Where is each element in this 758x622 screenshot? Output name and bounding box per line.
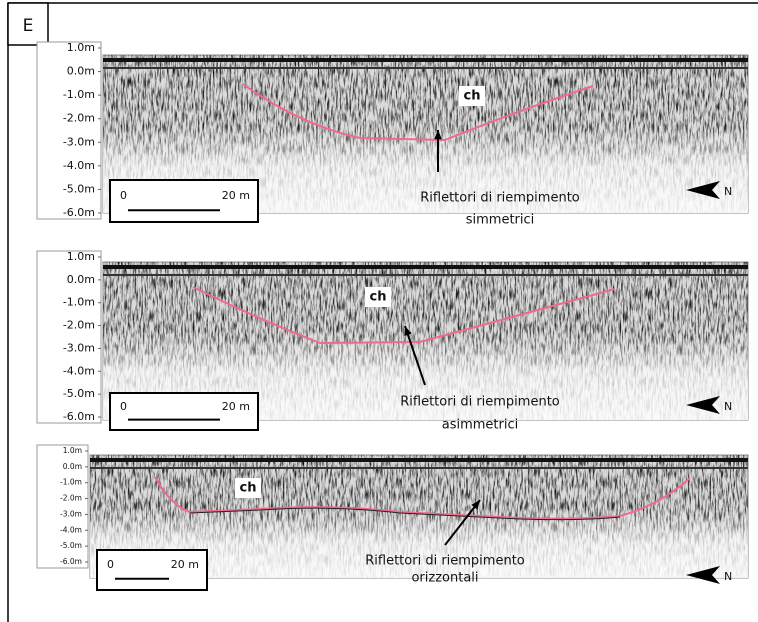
ch-box xyxy=(459,86,485,106)
north-label: N xyxy=(724,400,732,413)
depth-label: -4.0m xyxy=(63,159,95,172)
depth-label: 1.0m xyxy=(67,250,95,263)
depth-label: 1.0m xyxy=(63,446,82,455)
north-arrow xyxy=(686,181,720,199)
depth-label: -6.0m xyxy=(63,410,95,423)
depth-label: -1.0m xyxy=(63,88,95,101)
depth-label: -4.0m xyxy=(60,525,82,534)
channel-outline xyxy=(154,476,691,520)
annotation: Riflettori di riempimento xyxy=(365,554,525,569)
arrow-head xyxy=(434,130,442,140)
surface-band xyxy=(103,58,748,62)
channel-outline xyxy=(192,286,616,345)
depth-label: -5.0m xyxy=(60,541,82,550)
scale-end: 20 m xyxy=(222,400,250,413)
north-arrow xyxy=(686,566,720,584)
annotation: asimmetrici xyxy=(442,418,519,433)
scale-end: 20 m xyxy=(222,189,250,202)
depth-label: 1.0m xyxy=(67,41,95,54)
arrow-shaft xyxy=(404,325,426,386)
depth-label: -5.0m xyxy=(63,387,95,400)
surface-band xyxy=(90,467,748,469)
annotation: orizzontali xyxy=(411,571,478,586)
channel-outline xyxy=(242,83,594,142)
scale-start: 0 xyxy=(120,189,127,202)
arrow-shaft xyxy=(444,499,481,546)
scale-box xyxy=(96,549,208,591)
axis-box xyxy=(36,444,89,569)
ch-box xyxy=(365,287,391,307)
depth-label: -3.0m xyxy=(63,135,95,148)
north-label: N xyxy=(724,185,732,198)
scale-end: 20 m xyxy=(171,558,199,571)
depth-label: -6.0m xyxy=(60,557,82,566)
channel-label: ch xyxy=(370,290,387,305)
depth-label: -5.0m xyxy=(63,182,95,195)
channel-label: ch xyxy=(464,89,481,104)
depth-label: 0.0m xyxy=(67,65,95,78)
axis-box xyxy=(36,250,102,424)
depth-label: -2.0m xyxy=(60,494,82,503)
scale-box xyxy=(109,179,259,223)
surface-band xyxy=(103,265,748,269)
depth-label: -6.0m xyxy=(63,206,95,219)
north-label: N xyxy=(724,570,732,583)
depth-label: -2.0m xyxy=(63,319,95,332)
north-arrow xyxy=(686,396,720,414)
scale-start: 0 xyxy=(107,558,114,571)
annotation: Riflettori di riempimento xyxy=(420,191,580,206)
surface-band xyxy=(90,458,748,462)
depth-label: -2.0m xyxy=(63,112,95,125)
annotation: simmetrici xyxy=(466,213,535,228)
figure-label: E xyxy=(23,16,34,36)
depth-label: -3.0m xyxy=(60,509,82,518)
depth-label: -1.0m xyxy=(60,478,82,487)
scale-box xyxy=(109,392,259,431)
reflector-line xyxy=(189,507,621,521)
depth-label: -4.0m xyxy=(63,364,95,377)
depth-label: -1.0m xyxy=(63,296,95,309)
annotation: Riflettori di riempimento xyxy=(400,395,560,410)
scale-start: 0 xyxy=(120,400,127,413)
depth-label: 0.0m xyxy=(67,273,95,286)
channel-label: ch xyxy=(240,481,257,496)
surface-band xyxy=(103,67,748,69)
depth-label: 0.0m xyxy=(63,462,82,471)
depth-label: -3.0m xyxy=(63,341,95,354)
arrow-head xyxy=(404,326,412,336)
ch-box xyxy=(235,478,261,498)
axis-box xyxy=(36,41,102,220)
label-box xyxy=(7,2,49,46)
surface-band xyxy=(103,274,748,276)
arrow-head xyxy=(471,500,480,510)
